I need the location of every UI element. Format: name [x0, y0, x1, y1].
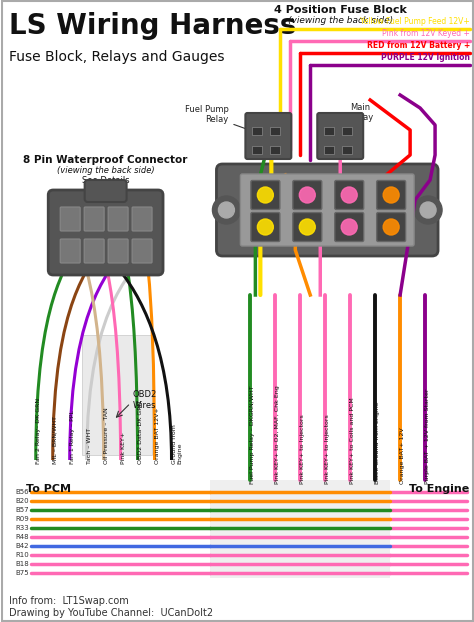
Text: To Engine: To Engine — [409, 484, 469, 494]
FancyBboxPatch shape — [377, 180, 406, 210]
Text: (viewing the back side): (viewing the back side) — [288, 16, 393, 25]
Text: Fuse Block, Relays and Gauges: Fuse Block, Relays and Gauges — [9, 50, 224, 64]
FancyBboxPatch shape — [132, 239, 152, 263]
FancyBboxPatch shape — [48, 190, 163, 275]
Text: Pink KEY+: Pink KEY+ — [120, 432, 126, 464]
Text: R33: R33 — [15, 525, 29, 531]
Text: Yellow Fuel Pump Feed 12V+: Yellow Fuel Pump Feed 12V+ — [360, 17, 470, 26]
Text: Fuel Pump
Relay: Fuel Pump Relay — [184, 105, 260, 134]
Text: B42: B42 — [15, 543, 29, 549]
Text: Drawing by YouTube Channel:  UCanDoIt2: Drawing by YouTube Channel: UCanDoIt2 — [9, 608, 213, 618]
Text: Fuel Pump Relay – DKGRN/WHT: Fuel Pump Relay – DKGRN/WHT — [250, 386, 255, 484]
Text: PURPLE 12V Ignition: PURPLE 12V Ignition — [381, 53, 470, 62]
Text: 4 Position Fuse Block: 4 Position Fuse Block — [274, 5, 407, 15]
Text: Purple BAT + 12V from Starter: Purple BAT + 12V from Starter — [425, 389, 430, 484]
Text: Pink from 12V Keyed +: Pink from 12V Keyed + — [382, 29, 470, 38]
FancyBboxPatch shape — [246, 113, 292, 159]
FancyBboxPatch shape — [342, 146, 352, 154]
FancyBboxPatch shape — [270, 146, 280, 154]
FancyBboxPatch shape — [270, 126, 280, 134]
Text: See Details: See Details — [82, 176, 129, 185]
FancyBboxPatch shape — [82, 335, 152, 455]
Text: B57: B57 — [15, 507, 29, 513]
Circle shape — [341, 219, 357, 235]
Text: Orange BAT 12V+: Orange BAT 12V+ — [155, 407, 160, 464]
Circle shape — [257, 219, 273, 235]
Circle shape — [299, 187, 315, 203]
FancyBboxPatch shape — [60, 239, 80, 263]
FancyBboxPatch shape — [210, 480, 390, 578]
Text: Pink KEY+ to Injectors: Pink KEY+ to Injectors — [325, 414, 330, 484]
FancyBboxPatch shape — [84, 207, 104, 231]
Text: Tach – WHT: Tach – WHT — [87, 428, 91, 464]
FancyBboxPatch shape — [342, 126, 352, 134]
Text: B56: B56 — [15, 489, 29, 495]
Text: Ground from
Engine: Ground from Engine — [172, 424, 182, 464]
FancyBboxPatch shape — [324, 126, 334, 134]
Text: Oil Pressure – TAN: Oil Pressure – TAN — [104, 407, 109, 464]
Circle shape — [257, 187, 273, 203]
FancyBboxPatch shape — [335, 213, 364, 241]
FancyBboxPatch shape — [217, 164, 438, 256]
FancyBboxPatch shape — [60, 207, 80, 231]
Text: MIL – BRN/WHT: MIL – BRN/WHT — [53, 416, 58, 464]
FancyBboxPatch shape — [108, 207, 128, 231]
FancyBboxPatch shape — [324, 146, 334, 154]
Circle shape — [219, 202, 235, 218]
FancyBboxPatch shape — [335, 180, 364, 210]
FancyBboxPatch shape — [108, 239, 128, 263]
Text: Fan 1 Relay – PPL: Fan 1 Relay – PPL — [70, 410, 75, 464]
Circle shape — [383, 187, 399, 203]
FancyBboxPatch shape — [251, 180, 280, 210]
FancyBboxPatch shape — [132, 207, 152, 231]
Text: OBD2 Data–DK GRN: OBD2 Data–DK GRN — [137, 401, 143, 464]
Text: R09: R09 — [15, 516, 29, 522]
FancyBboxPatch shape — [240, 174, 414, 246]
FancyBboxPatch shape — [85, 180, 127, 202]
Circle shape — [299, 219, 315, 235]
Text: Black Ground from Engine: Black Ground from Engine — [375, 401, 380, 484]
Text: Info from:  LT1Swap.com: Info from: LT1Swap.com — [9, 596, 128, 606]
FancyBboxPatch shape — [293, 180, 322, 210]
Text: Fan 2 Relay– DK GRN: Fan 2 Relay– DK GRN — [36, 398, 41, 464]
Circle shape — [414, 196, 442, 224]
Text: OBD2
Wires: OBD2 Wires — [133, 390, 157, 410]
FancyBboxPatch shape — [252, 126, 262, 134]
Text: B75: B75 — [15, 570, 29, 576]
Text: B20: B20 — [15, 498, 29, 504]
Text: Main
Relay: Main Relay — [340, 103, 374, 132]
Text: 8 Pin Waterproof Connector: 8 Pin Waterproof Connector — [23, 155, 188, 165]
Text: Pink KEY+ to O2, MAF, Chk Eng: Pink KEY+ to O2, MAF, Chk Eng — [275, 385, 280, 484]
Text: To PCM: To PCM — [26, 484, 71, 494]
FancyBboxPatch shape — [251, 213, 280, 241]
Text: Pink KEY+ to Coils and PCM: Pink KEY+ to Coils and PCM — [350, 397, 355, 484]
Text: LS Wiring Harness: LS Wiring Harness — [9, 12, 296, 40]
Circle shape — [341, 187, 357, 203]
FancyBboxPatch shape — [377, 213, 406, 241]
Text: R48: R48 — [15, 534, 29, 540]
Circle shape — [420, 202, 436, 218]
Text: RED from 12V Battery +: RED from 12V Battery + — [367, 41, 470, 50]
Circle shape — [212, 196, 240, 224]
FancyBboxPatch shape — [84, 239, 104, 263]
Text: R10: R10 — [15, 552, 29, 558]
Text: Orange BAT+ 12V: Orange BAT+ 12V — [400, 427, 405, 484]
Text: (viewing the back side): (viewing the back side) — [57, 166, 155, 175]
FancyBboxPatch shape — [293, 213, 322, 241]
FancyBboxPatch shape — [252, 146, 262, 154]
Circle shape — [383, 219, 399, 235]
Text: B18: B18 — [15, 561, 29, 567]
Text: Pink KEY+ to Injectors: Pink KEY+ to Injectors — [301, 414, 305, 484]
FancyBboxPatch shape — [317, 113, 363, 159]
